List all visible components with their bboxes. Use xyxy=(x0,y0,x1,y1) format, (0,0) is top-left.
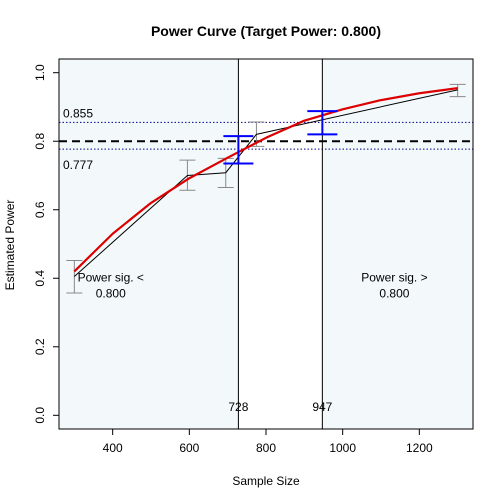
region-label-1-line1: Power sig. < xyxy=(78,271,144,285)
chart-title: Power Curve (Target Power: 0.800) xyxy=(151,23,381,39)
fitted-power-curve xyxy=(73,87,458,273)
error-bar-1 xyxy=(66,259,83,294)
y-tick-label-4: 0.6 xyxy=(33,201,47,218)
ci-lower-label: 0.777 xyxy=(63,158,93,172)
plot-area: 0.855 0.777 728 947 Power sig. < 0.800 Power s… xyxy=(33,58,474,455)
x-tick-label-3: 800 xyxy=(256,441,276,455)
region-label-2-line2: 0.800 xyxy=(379,287,409,301)
x-axis-label: Sample Size xyxy=(232,474,300,488)
y-tick-label-1: 0.0 xyxy=(33,407,47,424)
y-tick-label-5: 0.8 xyxy=(33,133,47,150)
y-tick-label-3: 0.4 xyxy=(33,270,47,287)
crossing-label-2: 947 xyxy=(312,400,332,414)
region-left xyxy=(59,59,239,429)
y-tick-label-6: 1.0 xyxy=(33,64,47,81)
x-tick-label-1: 400 xyxy=(103,441,123,455)
y-axis-label: Estimated Power xyxy=(3,200,17,291)
region-right xyxy=(322,59,473,429)
error-bar-5 xyxy=(449,83,466,98)
region-label-1-line2: 0.800 xyxy=(96,287,126,301)
crossing-ci-bar-2 xyxy=(307,110,338,136)
crossing-label-1: 728 xyxy=(228,400,248,414)
observed-power-line xyxy=(74,89,458,277)
x-tick-label-4: 1000 xyxy=(329,441,356,455)
crossing-ci-bar-1 xyxy=(223,135,254,165)
y-tick-label-2: 0.2 xyxy=(33,338,47,355)
ci-upper-label: 0.855 xyxy=(63,106,93,120)
x-tick-label-2: 600 xyxy=(179,441,199,455)
region-label-2-line1: Power sig. > xyxy=(361,271,427,285)
x-tick-label-5: 1200 xyxy=(406,441,433,455)
